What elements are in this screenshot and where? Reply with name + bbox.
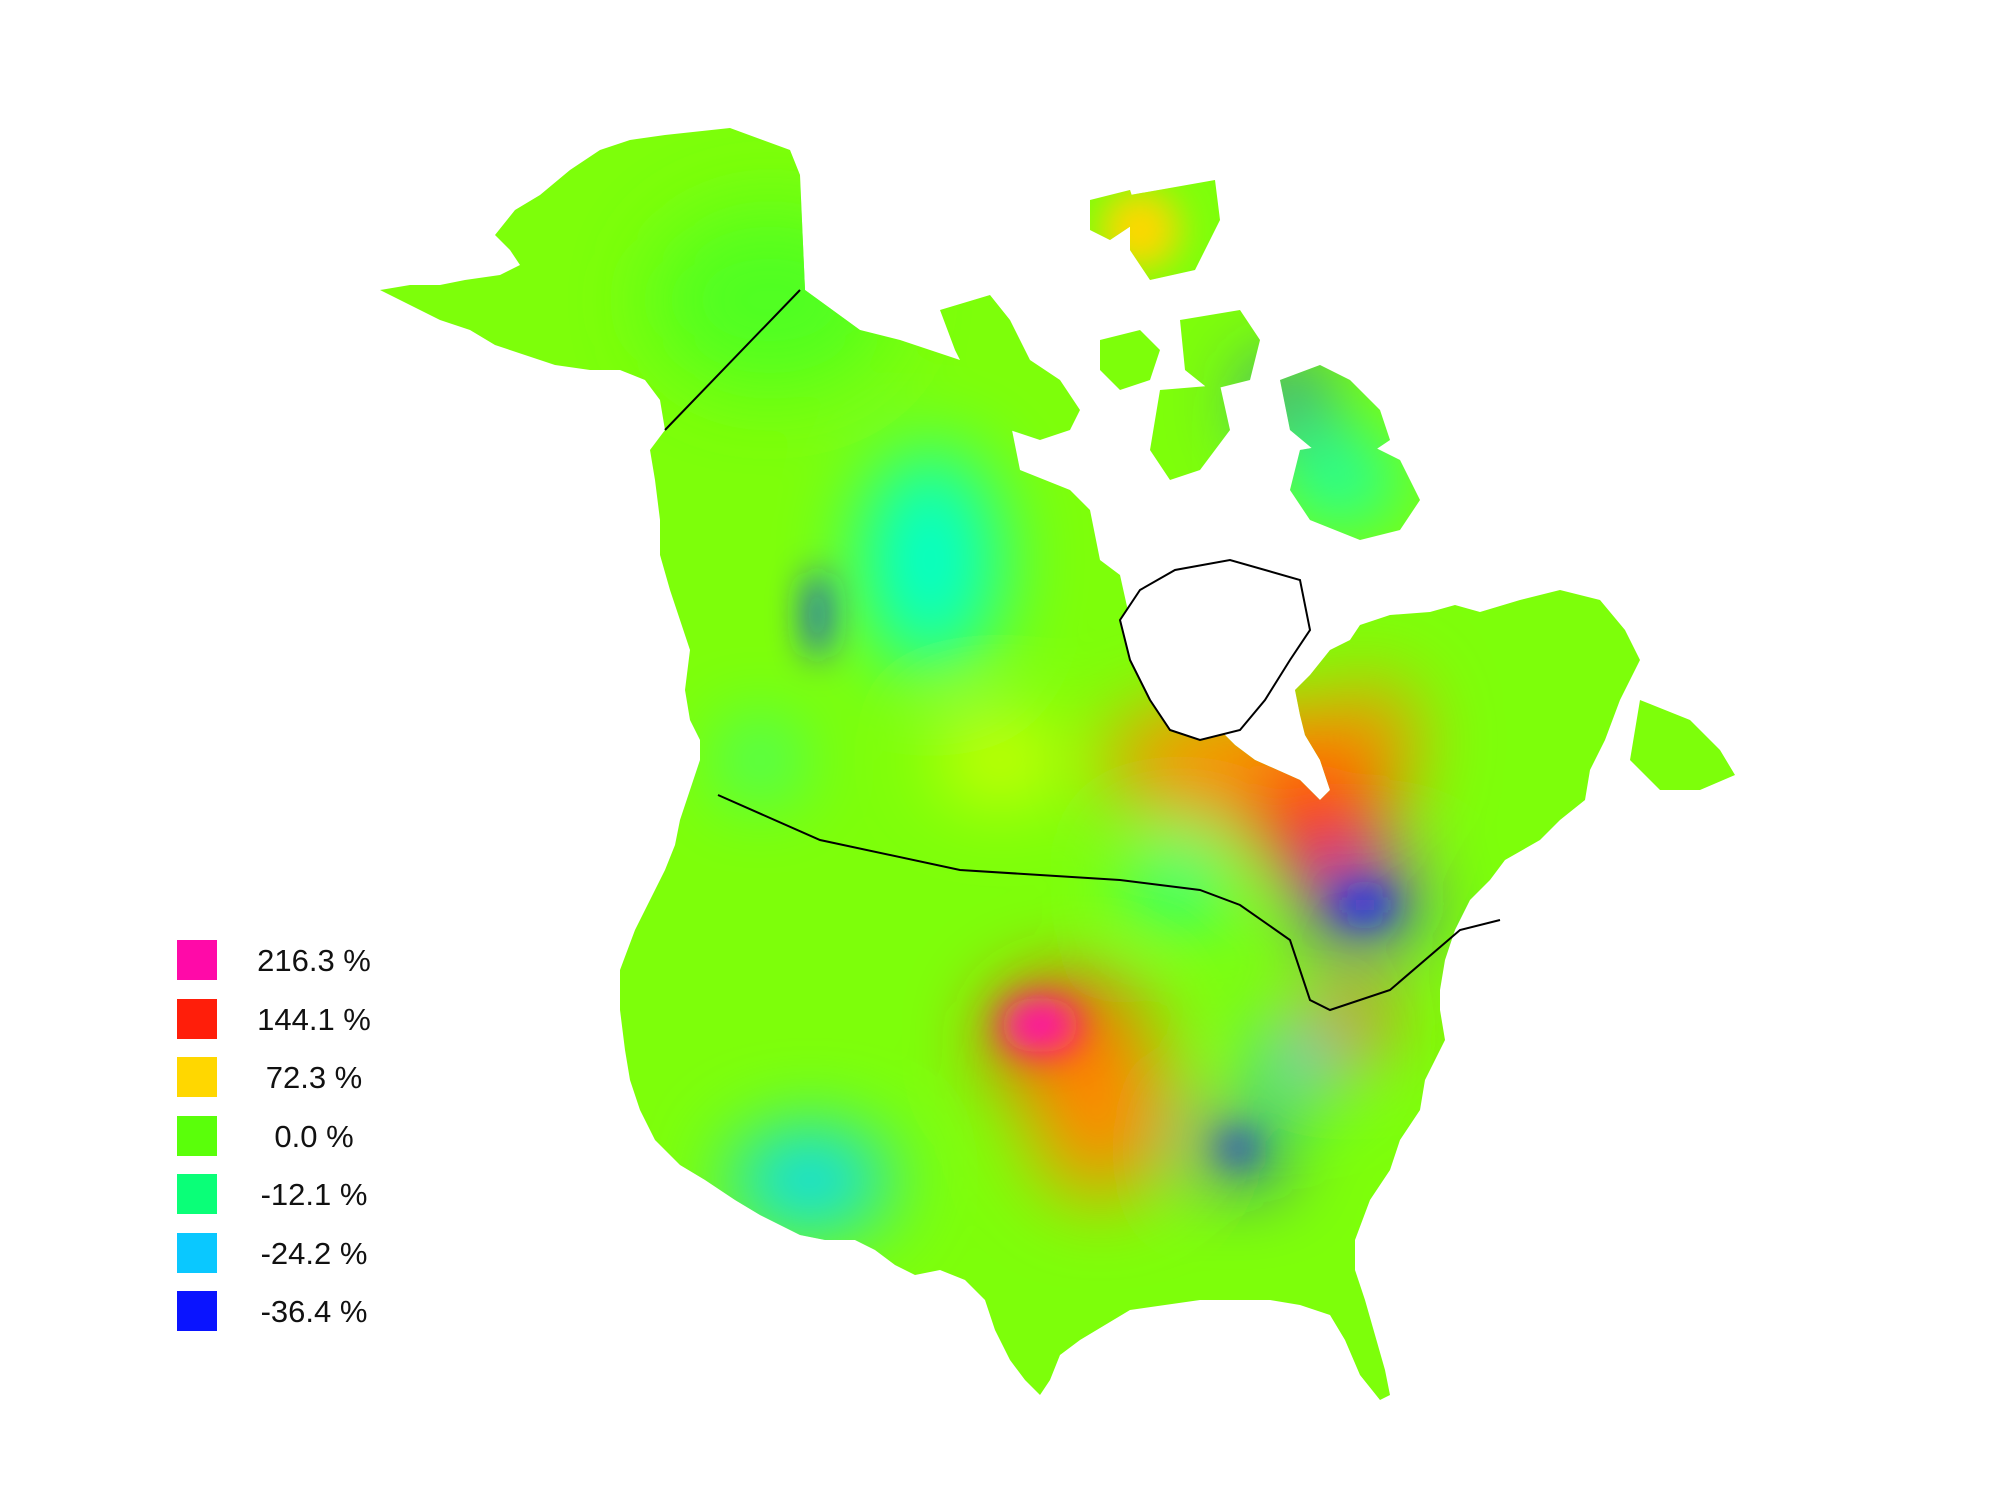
legend-swatch (177, 1115, 217, 1156)
legend-swatch (177, 940, 217, 980)
legend-item: -24.2 % (177, 1232, 397, 1275)
legend-label: -24.2 % (260, 1235, 368, 1271)
legend-item: 216.3 % (177, 940, 397, 982)
legend-item: -36.4 % (177, 1291, 397, 1333)
legend-item: 0.0 % (177, 1115, 397, 1158)
legend-swatch (177, 998, 217, 1039)
legend-label: 72.3 % (265, 1060, 363, 1095)
legend-item: 144.1 % (177, 998, 397, 1041)
coastline (1118, 558, 1312, 742)
legend-swatch (177, 1174, 217, 1214)
legend-item: 72.3 % (177, 1057, 397, 1099)
legend-swatch (177, 1291, 217, 1331)
legend-item: -12.1 % (177, 1174, 397, 1216)
legend-label: -12.1 % (260, 1177, 368, 1212)
legend-label: 216.3 % (257, 943, 371, 978)
legend-label: 0.0 % (274, 1118, 354, 1154)
country-borders (664, 289, 1501, 1012)
legend-swatch (177, 1057, 217, 1097)
legend-swatch (177, 1232, 217, 1273)
legend-label: 144.1 % (257, 1001, 371, 1037)
legend-label: -36.4 % (260, 1294, 368, 1329)
